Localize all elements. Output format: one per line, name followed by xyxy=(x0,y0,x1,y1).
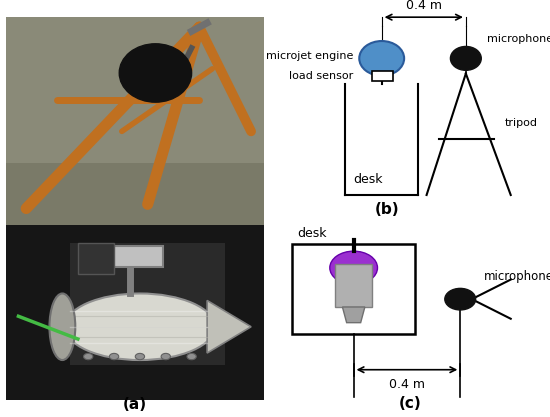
Text: (a): (a) xyxy=(123,397,147,412)
Circle shape xyxy=(161,353,170,360)
Text: (b): (b) xyxy=(375,202,400,217)
Bar xyxy=(292,244,415,334)
Circle shape xyxy=(119,44,191,102)
Bar xyxy=(70,243,226,365)
Text: microphone: microphone xyxy=(487,34,550,44)
Text: tripod: tripod xyxy=(505,118,538,128)
Text: microphone: microphone xyxy=(484,271,550,284)
Ellipse shape xyxy=(65,294,215,360)
Text: microjet engine: microjet engine xyxy=(266,51,354,61)
Text: desk: desk xyxy=(298,227,327,240)
Circle shape xyxy=(330,251,377,284)
Circle shape xyxy=(445,289,476,310)
Circle shape xyxy=(187,353,196,360)
Bar xyxy=(372,71,393,81)
Bar xyxy=(336,264,372,307)
Circle shape xyxy=(359,41,404,76)
Bar xyxy=(96,246,163,267)
Bar xyxy=(6,163,264,225)
Circle shape xyxy=(450,46,481,70)
Text: (c): (c) xyxy=(398,396,421,411)
Text: 0.4 m: 0.4 m xyxy=(389,377,425,391)
Circle shape xyxy=(135,353,145,360)
Ellipse shape xyxy=(50,294,75,360)
Text: 0.4 m: 0.4 m xyxy=(406,0,442,12)
Bar xyxy=(78,243,114,274)
Circle shape xyxy=(84,353,93,360)
Polygon shape xyxy=(343,307,365,323)
Text: desk: desk xyxy=(354,173,383,186)
Polygon shape xyxy=(207,301,251,353)
Circle shape xyxy=(109,353,119,360)
Text: load sensor: load sensor xyxy=(289,71,354,81)
